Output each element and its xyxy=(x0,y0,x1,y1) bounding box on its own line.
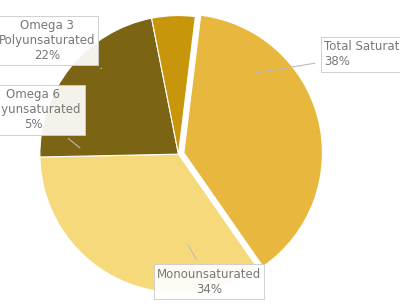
Wedge shape xyxy=(40,18,178,157)
Text: Monounsaturated
34%: Monounsaturated 34% xyxy=(157,245,261,296)
Text: Total Saturated
38%: Total Saturated 38% xyxy=(256,40,400,73)
Text: Omega 6
Polyunsaturated
5%: Omega 6 Polyunsaturated 5% xyxy=(0,88,81,148)
Wedge shape xyxy=(152,16,195,154)
Wedge shape xyxy=(40,154,258,293)
Text: Omega 3
Polyunsaturated
22%: Omega 3 Polyunsaturated 22% xyxy=(0,19,102,68)
Wedge shape xyxy=(184,15,322,267)
